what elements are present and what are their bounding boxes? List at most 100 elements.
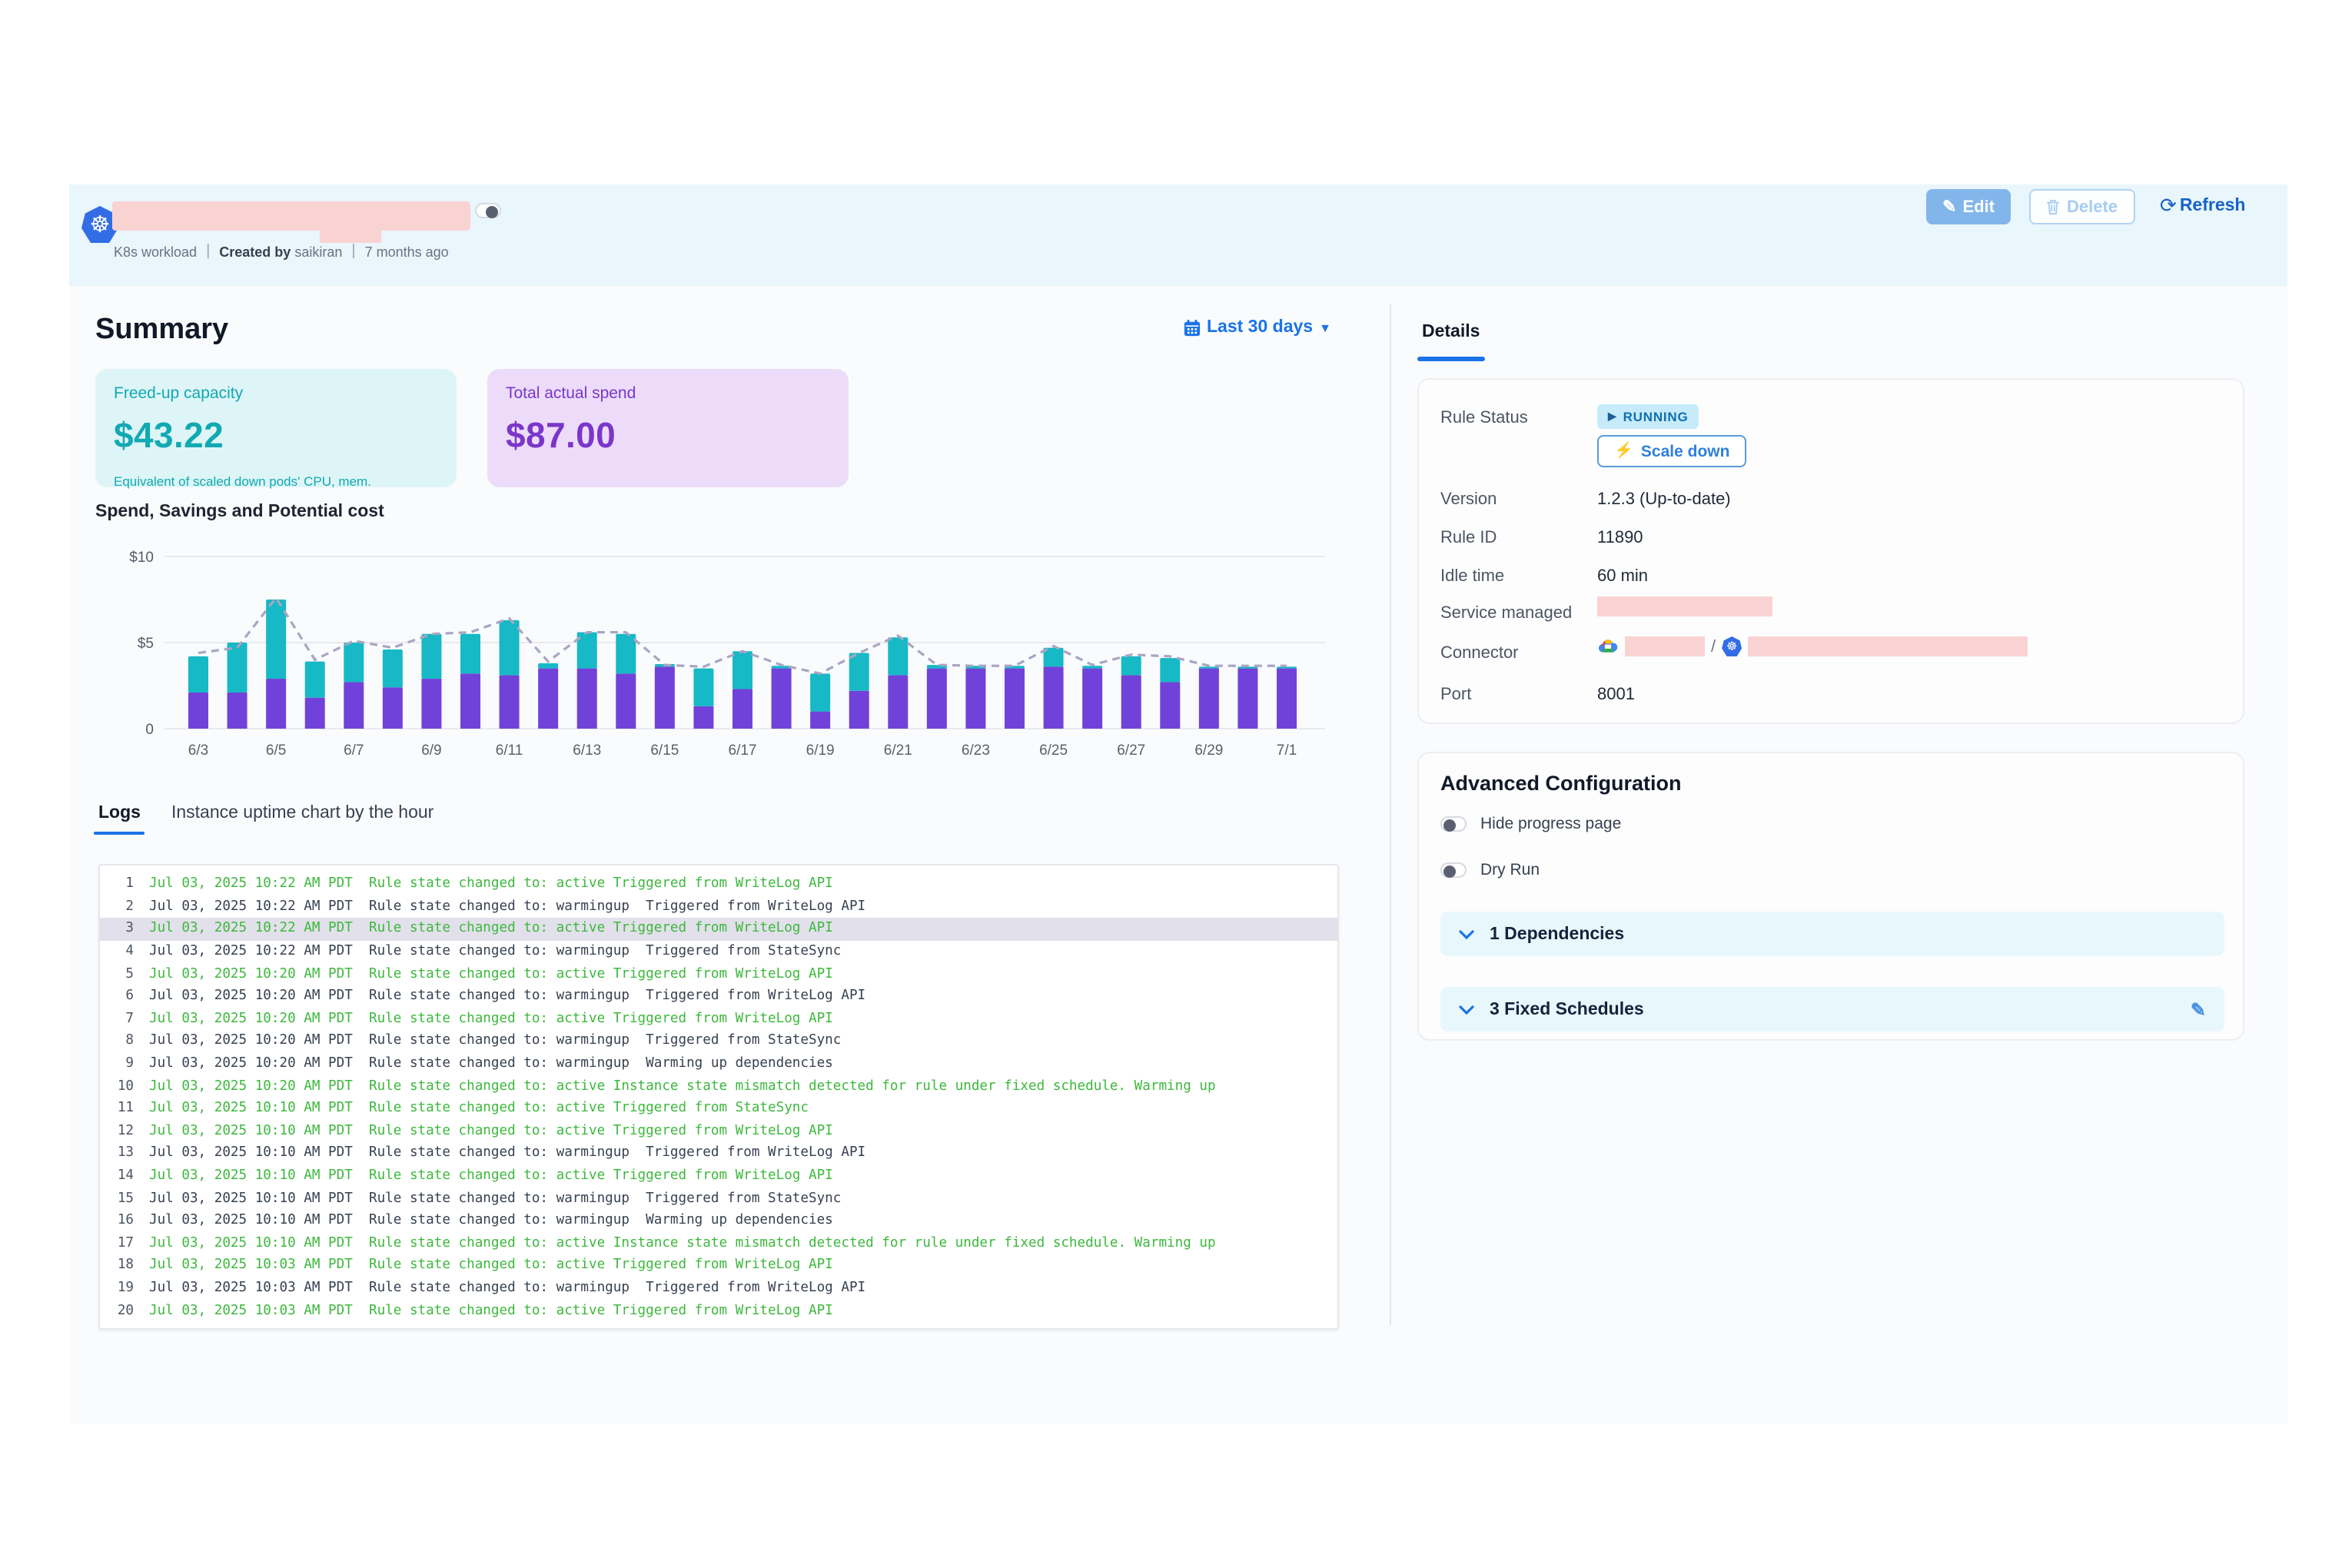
idle-time-label: Idle time bbox=[1440, 567, 1505, 586]
bar-savings bbox=[1237, 666, 1258, 669]
log-row[interactable]: 2 Jul 03, 2025 10:22 AM PDT Rule state ch… bbox=[100, 895, 1337, 918]
rule-id-value: 11890 bbox=[1597, 529, 1643, 547]
total-spend-card: Total actual spend $87.00 bbox=[487, 369, 849, 487]
log-row[interactable]: 12 Jul 03, 2025 10:10 AM PDT Rule state c… bbox=[100, 1120, 1337, 1142]
idle-time-value: 60 min bbox=[1597, 567, 1649, 586]
edit-button[interactable]: ✎ Edit bbox=[1926, 189, 2011, 224]
version-value: 1.2.3 (Up-to-date) bbox=[1597, 490, 1731, 509]
x-axis-tick: 6/19 bbox=[806, 742, 835, 759]
log-row[interactable]: 18 Jul 03, 2025 10:03 AM PDT Rule state c… bbox=[100, 1254, 1337, 1277]
dry-run-toggle[interactable] bbox=[1440, 862, 1467, 878]
date-range-selector[interactable]: Last 30 days ▼ bbox=[1184, 318, 1331, 337]
hide-progress-label: Hide progress page bbox=[1480, 815, 1622, 833]
vertical-divider bbox=[1390, 304, 1391, 1325]
log-row-number: 8 bbox=[125, 1033, 134, 1049]
refresh-button[interactable]: ⟳ Refresh bbox=[2160, 192, 2245, 220]
created-by-value: saikiran bbox=[294, 244, 343, 259]
service-managed-label: Service managed bbox=[1440, 604, 1573, 623]
bar-savings bbox=[616, 633, 636, 674]
bar-spend bbox=[576, 668, 597, 729]
bar-spend bbox=[965, 668, 986, 729]
bar-savings bbox=[771, 666, 792, 669]
log-row-text: Jul 03, 2025 10:22 AM PDT Rule state cha… bbox=[149, 899, 866, 915]
log-row-number: 3 bbox=[125, 921, 134, 937]
log-row[interactable]: 13 Jul 03, 2025 10:10 AM PDT Rule state c… bbox=[100, 1142, 1337, 1164]
workload-toggle[interactable] bbox=[475, 203, 501, 218]
tab-uptime-chart[interactable]: Instance uptime chart by the hour bbox=[171, 804, 434, 835]
dependencies-accordion[interactable]: 1 Dependencies bbox=[1440, 912, 2224, 956]
log-row[interactable]: 10 Jul 03, 2025 10:20 AM PDT Rule state c… bbox=[100, 1075, 1337, 1098]
bar-savings bbox=[421, 633, 442, 679]
log-row-number: 6 bbox=[125, 988, 134, 1005]
toggle-knob bbox=[486, 205, 498, 218]
content-tabs: Logs Instance uptime chart by the hour bbox=[93, 804, 434, 835]
log-row[interactable]: 17 Jul 03, 2025 10:10 AM PDT Rule state c… bbox=[100, 1232, 1337, 1254]
card-value: $43.22 bbox=[114, 415, 224, 455]
log-row[interactable]: 5 Jul 03, 2025 10:20 AM PDT Rule state ch… bbox=[100, 963, 1337, 985]
summary-heading: Summary bbox=[95, 314, 229, 346]
bar-savings bbox=[1160, 658, 1181, 683]
x-axis-tick: 6/9 bbox=[421, 742, 441, 759]
refresh-icon: ⟳ bbox=[2160, 194, 2177, 217]
bar-spend bbox=[926, 668, 947, 729]
log-row[interactable]: 14 Jul 03, 2025 10:10 AM PDT Rule state c… bbox=[100, 1164, 1337, 1187]
log-row[interactable]: 8 Jul 03, 2025 10:20 AM PDT Rule state ch… bbox=[100, 1030, 1337, 1052]
created-by-label: Created by bbox=[219, 244, 291, 259]
log-row[interactable]: 3 Jul 03, 2025 10:22 AM PDT Rule state ch… bbox=[100, 918, 1337, 941]
bar-savings bbox=[810, 673, 831, 712]
edit-schedules-icon[interactable]: ✎ bbox=[2190, 998, 2206, 1020]
tab-logs[interactable]: Logs bbox=[93, 804, 147, 835]
hide-progress-row: Hide progress page bbox=[1440, 815, 1621, 833]
bar-savings bbox=[266, 600, 287, 679]
log-row-text: Jul 03, 2025 10:20 AM PDT Rule state cha… bbox=[149, 1056, 833, 1072]
log-row[interactable]: 19 Jul 03, 2025 10:03 AM PDT Rule state c… bbox=[100, 1277, 1337, 1299]
log-row[interactable]: 15 Jul 03, 2025 10:10 AM PDT Rule state c… bbox=[100, 1188, 1337, 1210]
log-row-number: 19 bbox=[117, 1280, 134, 1296]
bar-spend bbox=[460, 673, 480, 729]
log-row[interactable]: 20 Jul 03, 2025 10:03 AM PDT Rule state c… bbox=[100, 1300, 1337, 1322]
bar-savings bbox=[344, 643, 364, 683]
version-label: Version bbox=[1440, 490, 1497, 509]
workload-title-redacted-overflow bbox=[320, 231, 381, 243]
log-row[interactable]: 1 Jul 03, 2025 10:22 AM PDT Rule state ch… bbox=[100, 873, 1337, 895]
toggle-knob bbox=[1443, 819, 1456, 831]
log-row[interactable]: 6 Jul 03, 2025 10:20 AM PDT Rule state ch… bbox=[100, 985, 1337, 1008]
log-row[interactable]: 11 Jul 03, 2025 10:10 AM PDT Rule state c… bbox=[100, 1098, 1337, 1120]
log-row[interactable]: 16 Jul 03, 2025 10:10 AM PDT Rule state c… bbox=[100, 1210, 1337, 1232]
log-row[interactable]: 7 Jul 03, 2025 10:20 AM PDT Rule state ch… bbox=[100, 1008, 1337, 1030]
bar-spend bbox=[304, 697, 325, 729]
bar-spend bbox=[654, 666, 675, 729]
rule-status-label: Rule Status bbox=[1440, 409, 1528, 427]
log-row-text: Jul 03, 2025 10:22 AM PDT Rule state cha… bbox=[149, 921, 833, 937]
running-status-badge: ▶ RUNNING bbox=[1597, 404, 1699, 429]
bar-spend bbox=[771, 668, 792, 729]
log-row[interactable]: 4 Jul 03, 2025 10:22 AM PDT Rule state ch… bbox=[100, 941, 1337, 963]
bar-spend bbox=[1277, 668, 1297, 729]
bar-spend bbox=[1237, 668, 1258, 729]
bar-spend bbox=[1160, 682, 1181, 729]
bar-savings bbox=[576, 632, 597, 669]
potential-cost-line bbox=[198, 595, 1287, 676]
bar-spend bbox=[188, 692, 208, 729]
log-row-text: Jul 03, 2025 10:20 AM PDT Rule state cha… bbox=[149, 1078, 1216, 1095]
hide-progress-toggle[interactable] bbox=[1440, 816, 1467, 832]
fixed-schedules-accordion[interactable]: 3 Fixed Schedules ✎ bbox=[1440, 987, 2224, 1031]
card-label: Freed-up capacity bbox=[114, 384, 244, 403]
bar-savings bbox=[188, 656, 208, 693]
log-row-number: 18 bbox=[117, 1257, 134, 1274]
delete-button[interactable]: Delete bbox=[2029, 189, 2135, 224]
chart-canvas: $10 $5 0 6/3 6/5 6/7 6/9 6/11 6/13 6/15 6/17 6/19 6/… bbox=[129, 550, 1325, 759]
chevron-down-icon bbox=[1459, 929, 1474, 938]
tab-details[interactable]: Details bbox=[1422, 323, 1480, 341]
port-value: 8001 bbox=[1597, 686, 1635, 704]
dependencies-label: 1 Dependencies bbox=[1490, 925, 1625, 943]
scale-down-button[interactable]: ⚡ Scale down bbox=[1597, 435, 1747, 467]
log-row[interactable]: 9 Jul 03, 2025 10:20 AM PDT Rule state ch… bbox=[100, 1053, 1337, 1075]
bar-spend bbox=[733, 689, 752, 729]
log-row-text: Jul 03, 2025 10:20 AM PDT Rule state cha… bbox=[149, 988, 866, 1005]
play-icon: ▶ bbox=[1608, 412, 1617, 423]
bar-savings bbox=[849, 653, 869, 691]
bar-savings bbox=[888, 637, 909, 676]
fixed-schedules-label: 3 Fixed Schedules bbox=[1490, 1000, 1644, 1018]
